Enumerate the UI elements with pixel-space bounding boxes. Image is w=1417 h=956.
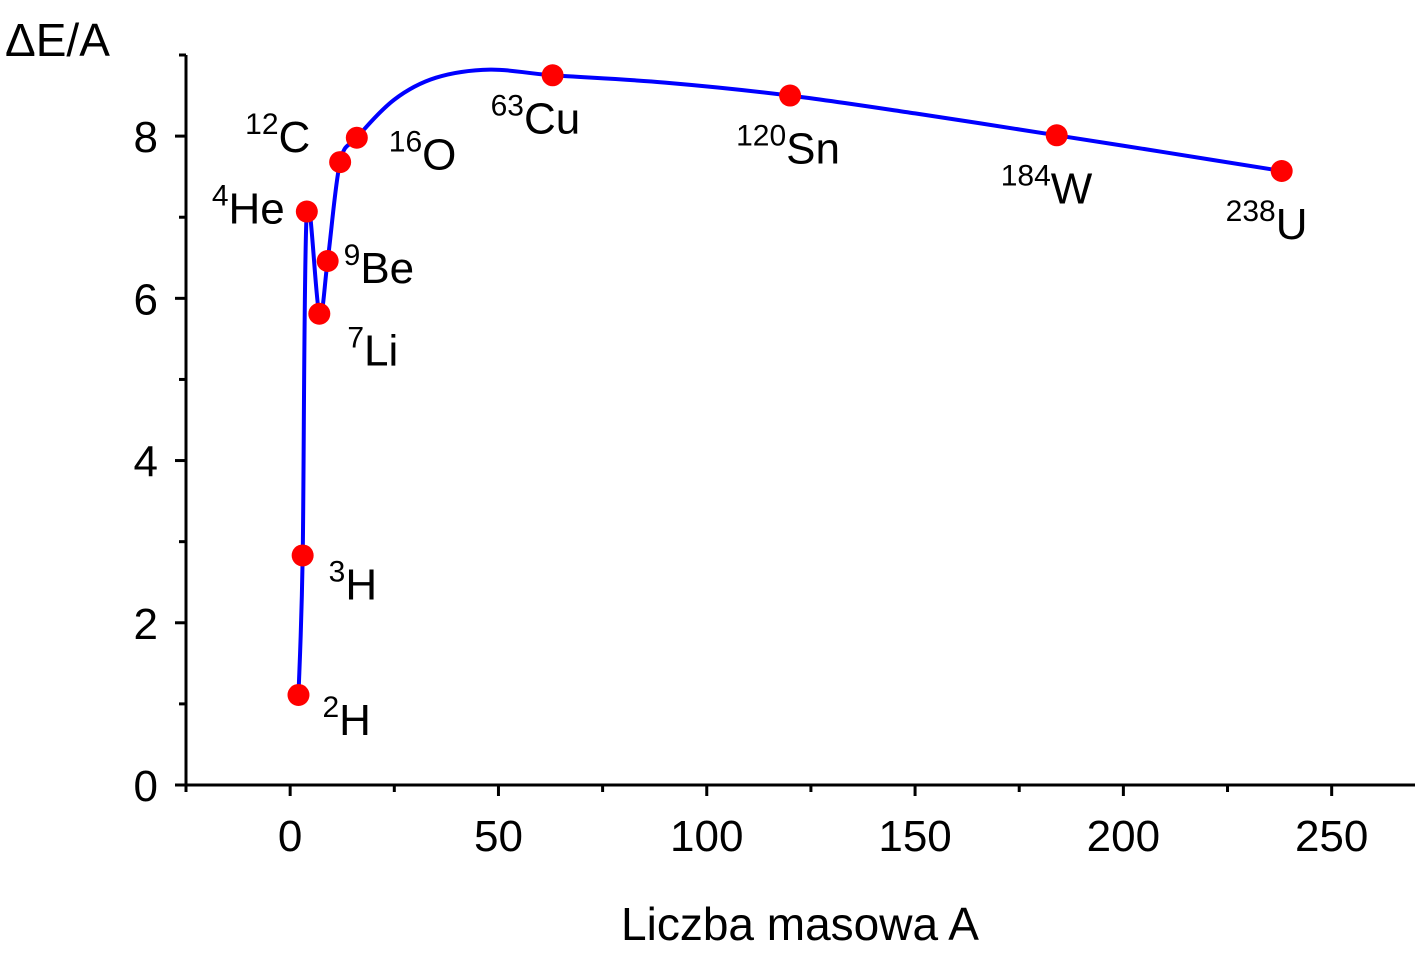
y-ticks: 0 2 4 6 8 — [134, 53, 186, 811]
isotope-label: 120Sn — [736, 120, 840, 174]
isotope-mass-number: 120 — [736, 120, 786, 153]
isotope-label: 63Cu — [491, 89, 581, 143]
data-point — [287, 683, 310, 706]
y-tick-label: 0 — [134, 762, 158, 811]
isotope-mass-number: 238 — [1226, 195, 1276, 228]
data-point — [345, 126, 368, 149]
isotope-symbol: He — [229, 185, 285, 234]
isotope-label: 4He — [212, 180, 285, 234]
x-tick-label: 150 — [878, 812, 951, 861]
data-point — [779, 84, 802, 107]
isotope-symbol: Li — [364, 327, 398, 376]
axes: 0 50 100 150 200 250 0 2 4 6 8 — [134, 53, 1415, 861]
isotope-label: 12C — [245, 108, 310, 162]
isotope-label: 9Be — [344, 239, 415, 293]
data-points — [287, 64, 1293, 706]
y-tick-label: 4 — [134, 438, 158, 487]
isotope-mass-number: 3 — [329, 555, 346, 588]
isotope-label: 238U — [1226, 195, 1308, 249]
data-point — [1045, 124, 1068, 147]
isotope-mass-number: 63 — [491, 89, 524, 122]
x-tick-label: 0 — [278, 812, 302, 861]
isotope-label: 16O — [389, 126, 457, 180]
x-tick-label: 200 — [1087, 812, 1160, 861]
isotope-label: 2H — [322, 691, 370, 745]
isotope-symbol: Sn — [786, 125, 840, 174]
x-tick-label: 250 — [1295, 812, 1368, 861]
isotope-symbol: Cu — [524, 94, 580, 143]
isotope-symbol: W — [1051, 164, 1093, 213]
data-point — [329, 151, 352, 174]
isotope-mass-number: 16 — [389, 126, 422, 159]
isotope-symbol: H — [345, 560, 377, 609]
data-point — [295, 200, 318, 223]
data-point — [316, 250, 339, 273]
y-tick-label: 6 — [134, 275, 158, 324]
isotope-mass-number: 4 — [212, 180, 229, 213]
data-point — [1270, 159, 1293, 182]
isotope-label: 7Li — [347, 322, 398, 376]
y-axis-title: ΔE/A — [5, 14, 110, 66]
y-tick-label: 2 — [134, 600, 158, 649]
isotope-symbol: O — [422, 131, 456, 180]
data-point — [291, 544, 314, 567]
isotope-mass-number: 12 — [245, 108, 278, 141]
isotope-mass-number: 184 — [1001, 159, 1051, 192]
x-tick-label: 100 — [670, 812, 743, 861]
data-point — [308, 302, 331, 325]
isotope-mass-number: 7 — [347, 322, 364, 355]
x-ticks: 0 50 100 150 200 250 — [184, 785, 1368, 861]
isotope-symbol: Be — [360, 244, 414, 293]
isotope-symbol: H — [339, 696, 371, 745]
x-axis-title: Liczba masowa A — [621, 898, 979, 950]
x-tick-label: 50 — [474, 812, 523, 861]
isotope-label: 184W — [1001, 159, 1093, 213]
isotope-label: 3H — [329, 555, 377, 609]
isotope-mass-number: 2 — [322, 691, 339, 724]
isotope-symbol: C — [279, 113, 311, 162]
data-point — [541, 64, 564, 87]
isotope-mass-number: 9 — [344, 239, 361, 272]
y-tick-label: 8 — [134, 113, 158, 162]
isotope-symbol: U — [1276, 200, 1308, 249]
